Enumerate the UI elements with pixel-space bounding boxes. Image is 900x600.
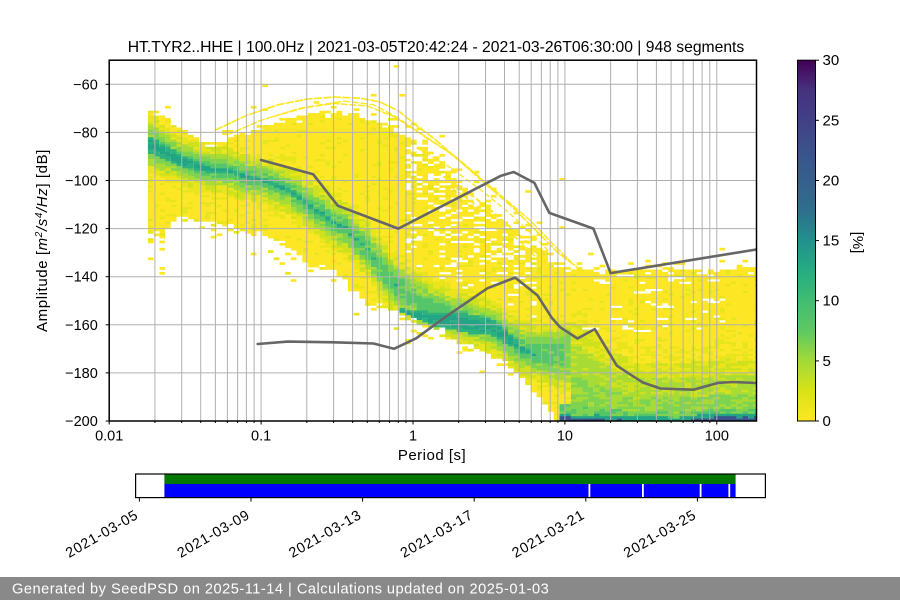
svg-text:−60: −60 <box>73 77 98 93</box>
svg-text:10: 10 <box>557 429 573 445</box>
svg-text:−160: −160 <box>65 318 98 334</box>
svg-text:−100: −100 <box>65 174 98 190</box>
svg-text:25: 25 <box>823 112 840 129</box>
svg-text:HT.TYR2..HHE | 100.0Hz | 2021-: HT.TYR2..HHE | 100.0Hz | 2021-03-05T20:4… <box>128 39 745 56</box>
svg-text:100: 100 <box>705 429 729 445</box>
svg-text:1: 1 <box>409 429 417 445</box>
svg-text:0: 0 <box>823 413 831 430</box>
svg-text:15: 15 <box>823 233 840 250</box>
svg-text:5: 5 <box>823 353 831 370</box>
svg-text:20: 20 <box>823 173 840 190</box>
svg-text:30: 30 <box>823 52 840 69</box>
svg-text:0.01: 0.01 <box>95 429 123 445</box>
svg-text:−200: −200 <box>65 414 98 430</box>
svg-text:−180: −180 <box>65 366 98 382</box>
svg-text:−80: −80 <box>73 125 98 141</box>
svg-text:−140: −140 <box>65 270 98 286</box>
svg-text:Period [s]: Period [s] <box>398 447 466 464</box>
svg-text:Generated by SeedPSD on 2025-1: Generated by SeedPSD on 2025-11-14 | Cal… <box>12 582 549 598</box>
svg-text:−120: −120 <box>65 222 98 238</box>
svg-text:0.1: 0.1 <box>251 429 271 445</box>
svg-text:10: 10 <box>823 293 840 310</box>
svg-text:Amplitude [m2/s4/Hz] [dB]: Amplitude [m2/s4/Hz] [dB] <box>34 149 51 332</box>
svg-text:[%]: [%] <box>849 232 866 254</box>
